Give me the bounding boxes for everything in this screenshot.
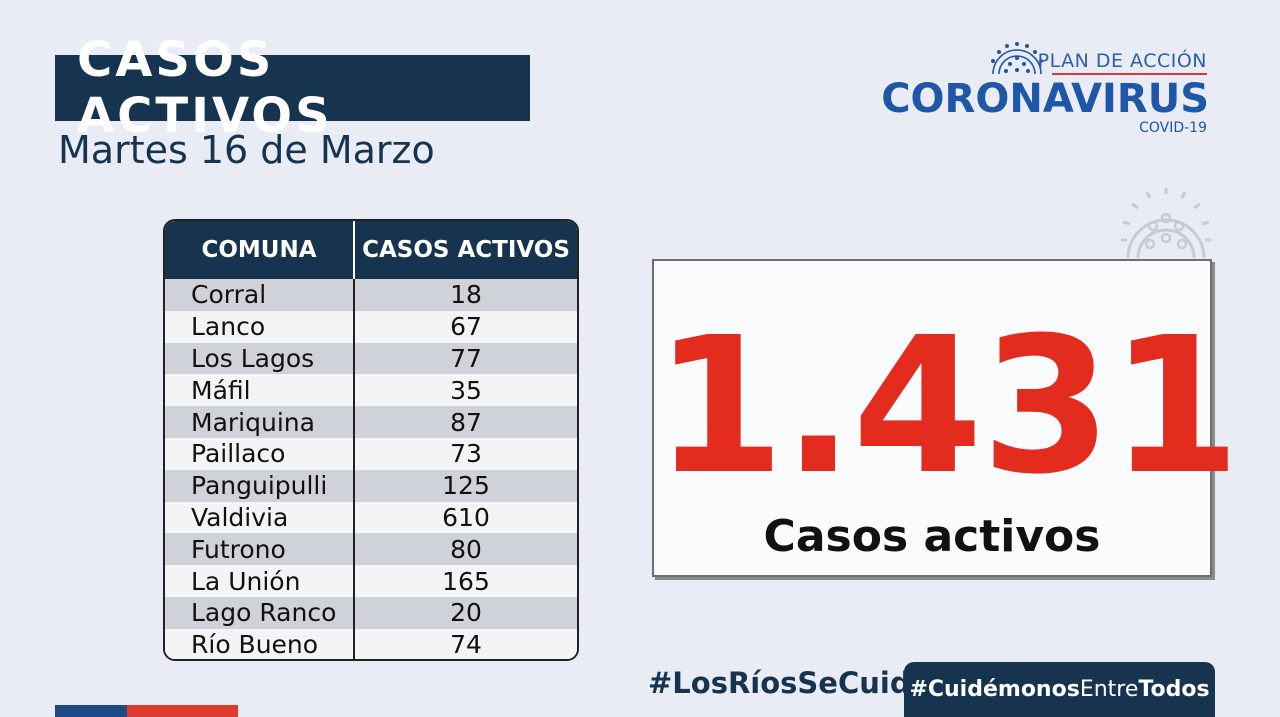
cell-casos: 165 [442, 566, 490, 596]
cell-casos: 35 [450, 375, 482, 405]
table-row: Río Bueno 74 [165, 628, 577, 660]
cell-casos: 67 [450, 312, 482, 342]
cell-comuna: Lago Ranco [165, 596, 355, 629]
hashtag-part-a: #Cuidémonos [909, 677, 1080, 702]
cell-comuna: La Unión [165, 565, 355, 597]
accent-bar-red [127, 705, 238, 717]
cell-comuna: Corral [165, 279, 355, 311]
cell-casos: 18 [450, 280, 482, 310]
cell-casos: 20 [450, 598, 482, 628]
cell-comuna: Futrono [165, 533, 355, 566]
virus-icon [991, 42, 1043, 74]
cell-casos: 74 [450, 630, 482, 660]
table-row: Paillaco 73 [165, 437, 577, 470]
logo-plan-text: PLAN DE ACCIÓN [1037, 50, 1207, 72]
cell-comuna: Río Bueno [165, 628, 355, 659]
logo-sub: COVID-19 [1139, 120, 1207, 136]
date-label: Martes 16 de Marzo [58, 128, 435, 172]
logo-name: CORONAVIRUS [881, 76, 1209, 122]
cell-comuna: Mariquina [165, 406, 355, 438]
cell-casos: 77 [450, 343, 482, 373]
table-row: Los Lagos 77 [165, 342, 577, 375]
table-row: Lanco 67 [165, 310, 577, 343]
table-body: Corral 18 Lanco 67 Los Lagos 77 Máfil 35 Mar… [165, 279, 577, 660]
hashtag-part-b: Entre [1079, 677, 1139, 702]
title-banner: CASOS ACTIVOS [55, 32, 530, 144]
cell-comuna: Los Lagos [165, 342, 355, 375]
cell-casos: 610 [442, 502, 490, 532]
plan-coronavirus-logo: PLAN DE ACCIÓN CORONAVIRUS COVID-19 [881, 40, 1215, 140]
logo-divider [1052, 73, 1207, 75]
page-title: CASOS ACTIVOS [77, 32, 333, 144]
accent-bar-blue [55, 705, 127, 717]
total-box: 1.431 Casos activos [652, 259, 1241, 577]
header-comuna: COMUNA [165, 221, 355, 279]
cases-table: COMUNA CASOS ACTIVOS Corral 18 Lanco 67 Lo… [163, 219, 579, 661]
table-row: La Unión 165 [165, 565, 577, 597]
cell-comuna: Valdivia [165, 501, 355, 534]
cell-casos: 73 [450, 439, 482, 469]
virus-icon [1121, 188, 1211, 258]
cell-casos: 125 [442, 471, 490, 501]
hashtag-part-c: Todos [1138, 677, 1210, 702]
table-row: Corral 18 [165, 279, 577, 311]
table-row: Panguipulli 125 [165, 469, 577, 502]
cell-comuna: Panguipulli [165, 469, 355, 502]
total-label: Casos activos [763, 511, 1101, 562]
hashtag-los-rios: #LosRíosSeCuida [648, 666, 931, 700]
cell-comuna: Máfil [165, 374, 355, 407]
total-value: 1.431 [654, 297, 1241, 516]
cell-casos: 80 [450, 534, 482, 564]
table-row: Lago Ranco 20 [165, 596, 577, 629]
table-row: Mariquina 87 [165, 406, 577, 438]
table-row: Máfil 35 [165, 374, 577, 407]
table-row: Valdivia 610 [165, 501, 577, 534]
header-casos: CASOS ACTIVOS [362, 237, 570, 263]
cell-comuna: Paillaco [165, 437, 355, 470]
table-row: Futrono 80 [165, 533, 577, 566]
cell-comuna: Lanco [165, 310, 355, 343]
cell-casos: 87 [450, 407, 482, 437]
hashtag-cuidemonos: #Cuidémonos Entre Todos [904, 662, 1215, 717]
table-header: COMUNA CASOS ACTIVOS [165, 221, 577, 279]
